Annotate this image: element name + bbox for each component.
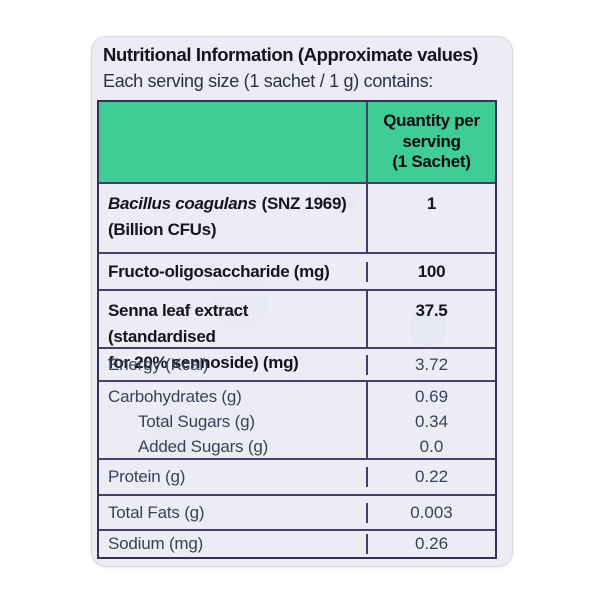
table-row-senna: Senna leaf extract (standardised for 20%… (99, 289, 495, 372)
senna-name: Senna leaf extract (standardised for 20%… (99, 291, 366, 372)
senna-name-line1: Senna leaf extract (standardised (108, 301, 249, 346)
fructo-value: 100 (366, 261, 495, 282)
table-row-carbohydrates: Carbohydrates (g) Total Sugars (g) Added… (99, 380, 495, 458)
added-sugars-name: Added Sugars (g) (138, 437, 269, 456)
header-empty-cell (99, 102, 366, 182)
energy-name: Energy (Kcal) (108, 354, 209, 374)
fats-name: Total Fats (g) (108, 502, 205, 522)
senna-name-line2: for 20% sennoside) (mg) (108, 353, 299, 372)
sodium-name: Sodium (mg) (108, 534, 204, 553)
label-title: Nutritional Information (Approximate val… (103, 44, 479, 65)
carbs-name: Carbohydrates (g) (108, 387, 242, 406)
table-row-fructo: Fructo-oligosaccharide (mg) 100 (99, 252, 495, 289)
energy-value: 3.72 (366, 354, 495, 375)
protein-name: Protein (g) (108, 467, 186, 486)
bacillus-name-strain: (SNZ 1969) (261, 194, 347, 213)
header-quantity-cell: Quantity per serving (1 Sachet) (366, 102, 495, 182)
table-header-row: Quantity per serving (1 Sachet) (99, 102, 495, 182)
sodium-value: 0.26 (366, 534, 495, 554)
total-sugars-value: 0.34 (414, 412, 449, 431)
table-row-total-fats: Total Fats (g) 0.003 (99, 494, 495, 529)
bacillus-name-unit: (Billion CFUs) (108, 220, 217, 239)
protein-value: 0.22 (366, 467, 495, 487)
nutrition-label-card: Nutritional Information (Approximate val… (92, 37, 512, 566)
bacillus-value: 1 (366, 184, 495, 252)
table-row-sodium: Sodium (mg) 0.26 (99, 529, 495, 557)
bacillus-name-italic: Bacillus coagulans (108, 194, 257, 213)
added-sugars-value: 0.0 (419, 437, 444, 456)
carbs-names: Carbohydrates (g) Total Sugars (g) Added… (99, 382, 366, 458)
table-row-bacillus: Bacillus coagulans (SNZ 1969) (Billion CF… (99, 182, 495, 252)
table-row-energy: Energy (Kcal) 3.72 (99, 347, 495, 380)
serving-size-text: Each serving size (1 sachet / 1 g) conta… (103, 71, 433, 91)
bacillus-name: Bacillus coagulans (SNZ 1969) (Billion CF… (99, 184, 366, 252)
carbs-value: 0.69 (414, 387, 449, 406)
nutrition-table: Quantity per serving (1 Sachet) Bacillus… (97, 100, 497, 559)
header-line-3: (1 Sachet) (392, 152, 471, 172)
senna-value: 37.5 (366, 291, 495, 347)
total-sugars-name: Total Sugars (g) (138, 412, 255, 431)
carbs-values: 0.69 0.34 0.0 (366, 382, 495, 458)
header-line-1: Quantity per (383, 111, 480, 131)
fructo-name: Fructo-oligosaccharide (mg) (108, 261, 330, 281)
fats-value: 0.003 (366, 502, 495, 523)
header-line-2: serving (402, 131, 461, 151)
table-row-protein: Protein (g) 0.22 (99, 458, 495, 494)
